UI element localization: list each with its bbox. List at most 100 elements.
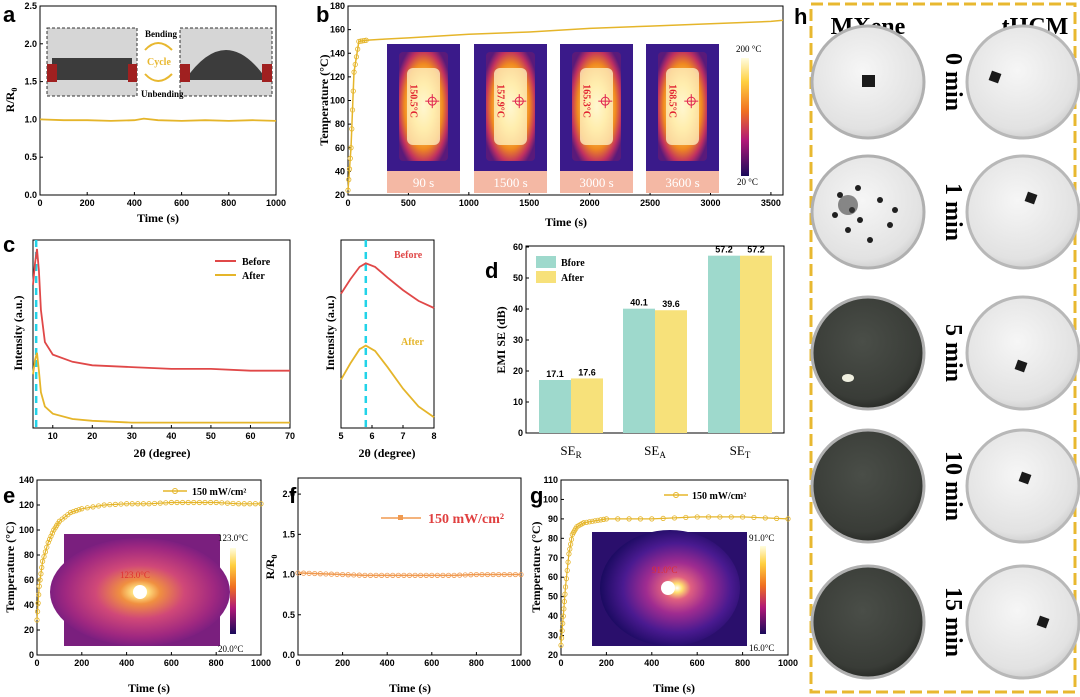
data-point — [586, 519, 592, 525]
data-point — [694, 514, 700, 520]
data-point — [785, 516, 791, 522]
data-point — [429, 572, 435, 578]
data-point — [152, 500, 158, 507]
panel-a-ytick-label: 0.5 — [24, 152, 37, 162]
panel-label-h: h — [794, 4, 807, 29]
inset-after-line — [340, 344, 435, 419]
data-point — [236, 501, 242, 507]
inset-xtick-label: 5 — [338, 431, 343, 441]
data-point — [208, 499, 214, 506]
data-point — [356, 572, 362, 578]
mxene-dish-1 — [810, 154, 926, 270]
category-label: SEA — [644, 443, 666, 460]
legend-bfore-swatch — [536, 256, 556, 268]
panel-f-xtick-label: 200 — [335, 658, 350, 668]
data-point — [592, 518, 598, 524]
panel-c-inset-frame — [340, 239, 435, 429]
panel-g-xlabel: Time (s) — [653, 681, 695, 695]
panel-d: d 0 10 20 30 40 50 60 17.1 17.6 SER 40.1 39.6 SEA 57.… — [485, 242, 785, 460]
data-point — [107, 502, 113, 508]
dispersed-flake — [892, 207, 898, 213]
panel-b-ytick-label: 60 — [335, 143, 345, 153]
data-point — [560, 613, 566, 619]
panel-b-ytick-label: 40 — [335, 166, 345, 176]
data-point — [362, 572, 368, 578]
panel-b-xtick-label: 3500 — [761, 198, 781, 208]
time-label: 5 min — [940, 324, 966, 382]
data-point — [566, 551, 572, 557]
data-point — [562, 584, 569, 590]
data-point — [473, 571, 479, 578]
panel-e-cbar-min: 20.0°C — [218, 644, 243, 654]
data-point — [174, 499, 180, 506]
data-point — [129, 501, 135, 507]
bending-label: Bending — [145, 29, 178, 39]
data-point — [363, 37, 369, 43]
inset-xtick-label: 7 — [400, 431, 405, 441]
thermal-image-3: 165.3°C 3000 s — [560, 44, 633, 193]
data-point — [317, 571, 323, 577]
panel-c-inset-xlabel: 2θ (degree) — [358, 446, 415, 460]
data-point — [373, 572, 379, 578]
data-point — [440, 572, 446, 578]
panel-e-ylabel: Temperature (°C) — [3, 521, 17, 612]
category-label: SET — [730, 443, 751, 460]
panel-c-axes: 10 20 30 40 50 60 70 — [32, 240, 295, 441]
panel-e-ytick-label: 0 — [29, 650, 34, 660]
data-point — [196, 499, 202, 506]
data-point — [412, 572, 418, 578]
panel-label-e: e — [3, 483, 15, 508]
data-point — [379, 572, 385, 578]
legend-g: 150 mW/cm² — [692, 491, 746, 502]
time-label: 0 min — [940, 53, 966, 111]
panel-g-xtick-label: 600 — [690, 658, 705, 668]
panel-b-ytick-label: 180 — [330, 1, 345, 11]
data-point — [626, 516, 632, 522]
panel-e-xtick-label: 400 — [119, 658, 134, 668]
panel-g-ylabel: Temperature (°C) — [529, 521, 543, 612]
thermal-image-strip: 150.5°C 90 s 157.9°C 1500 s 165.3°C 3000 s 168… — [387, 44, 719, 193]
panel-b-axes: 0 500 1000 1500 2000 2500 3000 3500 20 40 60 80 100 1… — [330, 1, 784, 208]
data-point — [564, 567, 570, 574]
data-point — [349, 126, 355, 132]
panel-g-cbar-min: 16.0°C — [749, 643, 774, 653]
data-point — [140, 501, 146, 507]
data-point — [359, 38, 366, 44]
data-point — [583, 519, 590, 525]
dispersed-flake — [845, 227, 851, 233]
data-point — [124, 501, 130, 507]
data-point — [202, 499, 208, 506]
data-point — [717, 514, 723, 520]
panel-label-a: a — [3, 2, 16, 27]
panel-f-xtick-label: 600 — [424, 658, 439, 668]
panel-c-xtick-label: 30 — [127, 431, 137, 441]
panel-a-ylabel: R/R0 — [3, 88, 19, 113]
panel-e-xtick-label: 600 — [164, 658, 179, 668]
panel-g-xtick-label: 1000 — [778, 658, 798, 668]
panel-g-ytick-label: 70 — [548, 553, 558, 563]
bar-value-label: 40.1 — [630, 298, 648, 308]
panel-c-inset-axes: 5 6 7 8 — [338, 240, 437, 441]
data-point — [334, 571, 340, 577]
mxene-dish-4 — [810, 564, 926, 680]
panel-d-ylabel: EMI SE (dB) — [494, 306, 508, 373]
data-point — [384, 572, 390, 578]
bar-value-label: 57.2 — [747, 245, 765, 255]
data-point — [180, 499, 186, 506]
panel-f-ytick-label: 0.5 — [282, 610, 295, 620]
panel-a: a Bending Cycle Unbending 0 200 400 600 800 1… — [3, 1, 286, 225]
dispersed-flake — [837, 192, 843, 198]
data-point — [589, 518, 595, 524]
thcm-dish-1 — [965, 154, 1080, 270]
data-point — [355, 46, 361, 52]
cycle-arrow-icon — [144, 73, 173, 82]
data-point — [347, 155, 353, 161]
category-label: SER — [560, 443, 581, 460]
data-point — [44, 544, 50, 550]
bar-value-label: 17.6 — [578, 367, 596, 377]
dispersed-flake — [877, 197, 883, 203]
panel-c-xtick-label: 40 — [166, 431, 176, 441]
time-label: 1 min — [940, 183, 966, 241]
data-point — [600, 516, 607, 522]
panel-c-frame — [32, 239, 291, 429]
